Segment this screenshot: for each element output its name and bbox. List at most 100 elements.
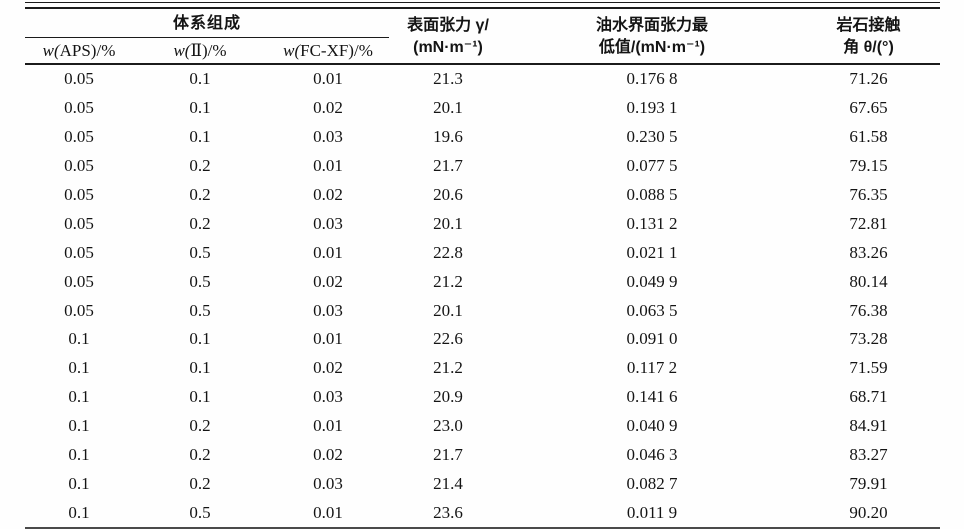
cell-w-aps: 0.05: [64, 300, 94, 320]
column-header-interfacial-tension: 油水界面张力最 低值/(mN·m⁻¹): [507, 11, 797, 64]
cell-w-ii: 0.5: [189, 502, 211, 522]
cell-w-fcxf: 0.02: [313, 185, 343, 204]
cell-w-ii: 0.5: [189, 242, 211, 262]
cell-surface-tension: 21.2: [433, 271, 463, 291]
cell-w-ii: 0.5: [189, 300, 211, 320]
cell-interfacial-tension: 0.082 7: [626, 473, 678, 493]
cell-w-aps: 0.05: [64, 185, 94, 204]
cell-surface-tension: 19.6: [433, 127, 463, 147]
column-header-w-aps: w(APS)/%: [25, 38, 133, 65]
data-table-container: 体系组成 表面张力 γ/ (mN·m⁻¹) 油水界面张力最 低值/(mN·m⁻¹…: [25, 2, 940, 529]
cell-contact-angle: 80.14: [849, 271, 888, 291]
cell-w-fcxf: 0.03: [313, 127, 343, 147]
cell-surface-tension: 20.1: [433, 98, 463, 118]
table-row: 0.05 0.5 0.02 21.2 0.049 9 80.14: [25, 267, 940, 296]
cell-surface-tension: 22.6: [433, 329, 463, 349]
cell-w-fcxf: 0.01: [313, 69, 343, 89]
cell-w-fcxf: 0.02: [313, 98, 343, 118]
cell-w-aps: 0.1: [68, 416, 90, 436]
cell-contact-angle: 71.26: [849, 69, 888, 89]
cell-w-aps: 0.05: [64, 69, 94, 89]
cell-w-aps: 0.1: [68, 329, 90, 349]
cell-interfacial-tension: 0.049 9: [626, 271, 678, 291]
cell-w-aps: 0.05: [64, 98, 94, 118]
cell-w-fcxf: 0.01: [313, 242, 343, 262]
cell-interfacial-tension: 0.046 3: [626, 445, 678, 465]
cell-interfacial-tension: 0.141 6: [626, 387, 678, 407]
cell-contact-angle: 61.58: [849, 127, 888, 147]
cell-contact-angle: 68.71: [849, 387, 888, 407]
cell-w-fcxf: 0.01: [313, 156, 343, 176]
table-body: 0.05 0.1 0.01 21.3 0.176 8 71.26 0.05 0.…: [25, 64, 940, 528]
cell-surface-tension: 22.8: [433, 242, 463, 262]
cell-contact-angle: 73.28: [849, 329, 888, 349]
column-header-surface-tension: 表面张力 γ/ (mN·m⁻¹): [389, 11, 507, 64]
cell-w-ii: 0.2: [189, 185, 211, 204]
cell-surface-tension: 23.0: [433, 416, 463, 436]
cell-surface-tension: 21.7: [433, 156, 463, 176]
cell-w-ii: 0.2: [189, 213, 211, 233]
cell-interfacial-tension: 0.063 5: [626, 300, 678, 320]
cell-w-ii: 0.1: [189, 127, 211, 147]
cell-contact-angle: 76.38: [849, 300, 888, 320]
experiment-results-table: 体系组成 表面张力 γ/ (mN·m⁻¹) 油水界面张力最 低值/(mN·m⁻¹…: [25, 11, 940, 529]
cell-contact-angle: 71.59: [849, 358, 888, 378]
table-row: 0.1 0.2 0.01 23.0 0.040 9 84.91: [25, 412, 940, 441]
cell-contact-angle: 79.91: [849, 473, 888, 493]
cell-surface-tension: 20.6: [433, 185, 463, 204]
table-row: 0.05 0.1 0.01 21.3 0.176 8 71.26: [25, 64, 940, 94]
surface-tension-label-line2: (mN·m⁻¹): [413, 39, 483, 56]
w-aps-label: w(APS)/%: [42, 40, 116, 60]
cell-surface-tension: 21.2: [433, 358, 463, 378]
cell-surface-tension: 20.9: [433, 387, 463, 407]
column-header-w-ii: w(Ⅱ)/%: [133, 38, 267, 65]
cell-contact-angle: 83.26: [849, 242, 888, 262]
cell-interfacial-tension: 0.011 9: [626, 502, 678, 522]
column-header-w-fcxf: w(FC-XF)/%: [267, 38, 389, 65]
cell-interfacial-tension: 0.088 5: [626, 185, 678, 204]
cell-interfacial-tension: 0.091 0: [626, 329, 678, 349]
table-row: 0.1 0.1 0.02 21.2 0.117 2 71.59: [25, 354, 940, 383]
cell-interfacial-tension: 0.193 1: [626, 98, 678, 118]
w-fcxf-label: w(FC-XF)/%: [283, 40, 373, 60]
cell-w-aps: 0.05: [64, 242, 94, 262]
cell-interfacial-tension: 0.077 5: [626, 156, 678, 176]
cell-w-aps: 0.1: [68, 358, 90, 378]
cell-surface-tension: 20.1: [433, 213, 463, 233]
table-row: 0.1 0.2 0.03 21.4 0.082 7 79.91: [25, 469, 940, 498]
table-row: 0.05 0.2 0.02 20.6 0.088 5 76.35: [25, 181, 940, 210]
cell-w-fcxf: 0.01: [313, 502, 343, 522]
cell-w-fcxf: 0.02: [313, 445, 343, 465]
cell-w-fcxf: 0.01: [313, 416, 343, 436]
table-row: 0.1 0.2 0.02 21.7 0.046 3 83.27: [25, 441, 940, 470]
cell-w-aps: 0.05: [64, 271, 94, 291]
cell-w-ii: 0.2: [189, 416, 211, 436]
contact-angle-label-line1: 岩石接触: [836, 17, 901, 34]
cell-w-ii: 0.1: [189, 98, 211, 118]
cell-w-ii: 0.1: [189, 358, 211, 378]
cell-contact-angle: 83.27: [849, 445, 888, 465]
cell-w-fcxf: 0.03: [313, 300, 343, 320]
contact-angle-label-line2: 角 θ/(°): [843, 39, 894, 56]
cell-w-aps: 0.1: [68, 445, 90, 465]
table-row: 0.1 0.5 0.01 23.6 0.011 9 90.20: [25, 498, 940, 528]
table-row: 0.05 0.1 0.03 19.6 0.230 5 61.58: [25, 123, 940, 152]
cell-w-ii: 0.1: [189, 69, 211, 89]
cell-surface-tension: 21.3: [433, 69, 463, 89]
cell-w-fcxf: 0.02: [313, 358, 343, 378]
cell-surface-tension: 23.6: [433, 502, 463, 522]
cell-w-ii: 0.2: [189, 473, 211, 493]
cell-w-ii: 0.2: [189, 156, 211, 176]
cell-interfacial-tension: 0.021 1: [626, 242, 678, 262]
cell-contact-angle: 67.65: [849, 98, 888, 118]
cell-contact-angle: 76.35: [849, 185, 888, 204]
cell-w-aps: 0.05: [64, 213, 94, 233]
cell-w-aps: 0.1: [68, 387, 90, 407]
cell-w-fcxf: 0.03: [313, 213, 343, 233]
table-row: 0.05 0.5 0.01 22.8 0.021 1 83.26: [25, 238, 940, 267]
surface-tension-label-line1: 表面张力 γ/: [407, 17, 489, 34]
cell-w-ii: 0.2: [189, 445, 211, 465]
cell-w-ii: 0.1: [189, 387, 211, 407]
table-row: 0.05 0.5 0.03 20.1 0.063 5 76.38: [25, 296, 940, 325]
